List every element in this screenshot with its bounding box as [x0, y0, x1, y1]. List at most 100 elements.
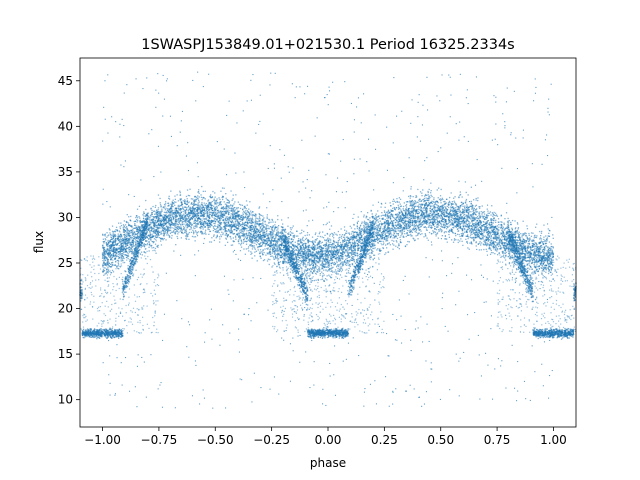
data-point — [347, 243, 349, 245]
data-point — [152, 235, 155, 237]
data-point — [355, 242, 357, 244]
data-point — [303, 251, 305, 253]
data-point — [352, 230, 354, 233]
data-point — [455, 209, 457, 211]
data-point — [448, 203, 450, 206]
data-point — [248, 214, 250, 216]
data-point — [318, 262, 320, 264]
data-point — [340, 249, 343, 251]
data-point — [190, 216, 192, 219]
data-point — [397, 208, 400, 210]
data-point — [534, 242, 536, 244]
data-point — [538, 258, 541, 260]
data-point — [546, 255, 548, 257]
data-point — [251, 217, 253, 219]
data-point — [218, 214, 220, 216]
data-point — [245, 236, 247, 238]
data-point — [141, 254, 143, 256]
data-point — [427, 221, 429, 223]
data-point — [490, 225, 492, 227]
data-point — [150, 219, 152, 221]
data-point — [233, 240, 235, 243]
data-point — [194, 218, 196, 220]
data-point — [342, 256, 344, 258]
data-point — [243, 230, 245, 232]
data-point — [346, 243, 348, 246]
data-point — [146, 228, 148, 231]
data-point — [407, 217, 409, 220]
data-point — [211, 237, 213, 239]
data-point — [301, 256, 303, 259]
data-point — [346, 248, 349, 250]
data-point — [175, 201, 177, 203]
data-point — [393, 229, 395, 231]
data-point — [544, 264, 546, 267]
data-point — [292, 251, 294, 253]
data-point — [255, 232, 257, 234]
data-point — [118, 239, 121, 241]
data-point — [156, 228, 158, 230]
data-point — [174, 215, 176, 218]
data-point — [450, 214, 452, 216]
data-point — [440, 214, 442, 216]
data-point — [351, 249, 353, 251]
data-point — [430, 190, 432, 192]
data-point — [184, 232, 186, 234]
data-point — [149, 245, 151, 247]
data-point — [546, 257, 549, 259]
data-point — [390, 214, 392, 217]
data-point — [423, 236, 425, 238]
data-point — [154, 206, 156, 208]
data-point — [197, 218, 199, 221]
data-point — [217, 227, 219, 229]
data-point — [207, 204, 209, 206]
data-point — [273, 245, 275, 247]
data-point — [278, 246, 280, 249]
data-point — [400, 231, 402, 233]
data-point — [482, 220, 484, 223]
data-point — [275, 242, 277, 244]
data-point — [491, 223, 493, 225]
data-point — [190, 228, 192, 230]
data-point — [102, 268, 105, 271]
data-point — [137, 245, 139, 247]
data-point — [331, 246, 333, 248]
data-point — [254, 221, 257, 224]
data-point — [295, 245, 297, 248]
data-point — [465, 215, 467, 217]
data-point — [247, 226, 250, 229]
data-point — [245, 216, 247, 218]
data-point — [338, 265, 340, 268]
data-point — [123, 225, 125, 227]
data-point — [540, 251, 543, 254]
data-point — [257, 218, 259, 220]
data-point — [399, 239, 402, 241]
data-point — [432, 230, 434, 232]
data-point — [326, 222, 328, 224]
data-point — [359, 241, 361, 243]
data-point — [473, 218, 475, 220]
data-point — [423, 209, 425, 212]
data-point — [496, 231, 499, 234]
data-point — [271, 233, 273, 235]
data-point — [328, 274, 330, 276]
data-point — [474, 236, 476, 238]
data-point — [313, 253, 315, 256]
data-point — [198, 208, 200, 211]
data-point — [220, 229, 222, 231]
data-point — [267, 244, 269, 246]
data-point — [230, 215, 232, 217]
data-point — [270, 226, 272, 228]
data-point — [438, 224, 440, 226]
data-point — [459, 210, 461, 212]
data-point — [468, 225, 470, 227]
data-point — [397, 201, 399, 203]
data-point — [547, 252, 549, 254]
data-point — [514, 228, 516, 230]
data-point — [469, 214, 472, 217]
data-point — [487, 228, 489, 230]
data-point — [510, 223, 512, 226]
data-point — [462, 212, 464, 214]
data-point — [490, 245, 493, 247]
data-point — [429, 216, 431, 219]
